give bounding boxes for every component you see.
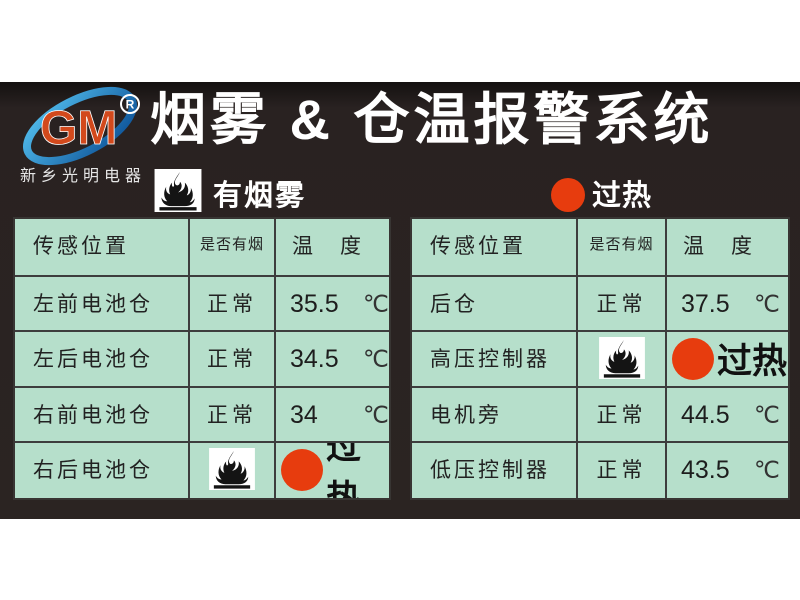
legend-smoke-label: 有烟雾 <box>213 180 307 212</box>
temperature-unit: ℃ <box>753 291 780 317</box>
smoke-alarm-cell <box>190 442 276 498</box>
registered-mark-r: R <box>126 98 135 112</box>
overheat-dot-icon <box>672 337 714 380</box>
smoke-status-cell: 正常 <box>190 332 276 388</box>
overheat-dot-icon <box>551 178 585 212</box>
header-temperature: 温 度 <box>667 219 788 277</box>
header-smoke: 是否有烟 <box>578 219 667 277</box>
position-cell: 右后电池仓 <box>15 442 190 498</box>
position-cell: 左后电池仓 <box>15 332 190 388</box>
registered-mark-icon <box>120 94 140 114</box>
smoke-status-cell: 正常 <box>578 277 667 333</box>
temperature-unit: ℃ <box>362 291 389 317</box>
header-temperature: 温 度 <box>276 219 389 277</box>
temperature-value: 44.5 <box>681 400 730 429</box>
temperature-value: 34 <box>290 400 318 429</box>
header-position: 传感位置 <box>412 219 578 277</box>
position-cell: 左前电池仓 <box>15 277 190 333</box>
temperature-unit: ℃ <box>362 401 389 428</box>
position-cell: 电机旁 <box>412 387 578 443</box>
temperature-value: 43.5 <box>681 455 730 484</box>
overheat-label: 过热 <box>326 442 362 498</box>
temperature-cell: 34 ℃ <box>276 388 389 443</box>
temperature-cell: 44.5 ℃ <box>667 388 788 443</box>
position-cell: 低压控制器 <box>412 442 578 498</box>
overheat-label: 过热 <box>717 342 788 382</box>
smoke-status-cell: 正常 <box>190 277 276 333</box>
temperature-unit: ℃ <box>753 401 780 428</box>
smoke-status-cell: 正常 <box>578 387 667 443</box>
temperature-unit: ℃ <box>362 346 389 373</box>
position-cell: 后仓 <box>412 277 578 333</box>
temperature-unit: ℃ <box>753 456 780 483</box>
smoke-flame-icon <box>154 169 202 212</box>
legend-overheat-label: 过热 <box>592 180 653 212</box>
header-smoke: 是否有烟 <box>190 219 276 277</box>
temperature-cell: 37.5 ℃ <box>667 277 788 333</box>
sensor-table-right: 传感位置 是否有烟 温 度 后仓 正常 37.5 ℃ 高压控制器 过热 电机旁 … <box>410 217 790 500</box>
smoke-status-cell: 正常 <box>190 387 276 443</box>
overheat-cell: 过热 <box>276 443 389 498</box>
header-position: 传感位置 <box>15 219 190 277</box>
overheat-dot-icon <box>281 449 323 492</box>
temperature-cell: 34.5 ℃ <box>276 332 389 388</box>
temperature-value: 35.5 <box>290 290 339 318</box>
temperature-cell: 35.5 ℃ <box>276 277 389 333</box>
page-title: 烟雾 & 仓温报警系统 <box>150 88 714 151</box>
sensor-table-left: 传感位置 是否有烟 温 度 左前电池仓 正常 35.5 ℃ 左后电池仓 正常 3… <box>13 217 391 500</box>
logo-gm-text: GM <box>40 102 117 155</box>
temperature-value: 34.5 <box>290 345 339 374</box>
smoke-alarm-cell <box>578 332 667 388</box>
overheat-cell: 过热 <box>667 332 788 388</box>
company-name: 新乡光明电器 <box>20 168 147 185</box>
temperature-value: 37.5 <box>681 290 730 318</box>
logo-orbit-ring <box>22 86 138 166</box>
smoke-flame-icon <box>209 447 255 490</box>
position-cell: 右前电池仓 <box>15 387 190 443</box>
smoke-flame-icon <box>598 337 645 380</box>
gm-logo: GM R <box>22 86 140 166</box>
temperature-cell: 43.5 ℃ <box>667 443 788 498</box>
position-cell: 高压控制器 <box>412 332 578 388</box>
smoke-status-cell: 正常 <box>578 442 667 498</box>
